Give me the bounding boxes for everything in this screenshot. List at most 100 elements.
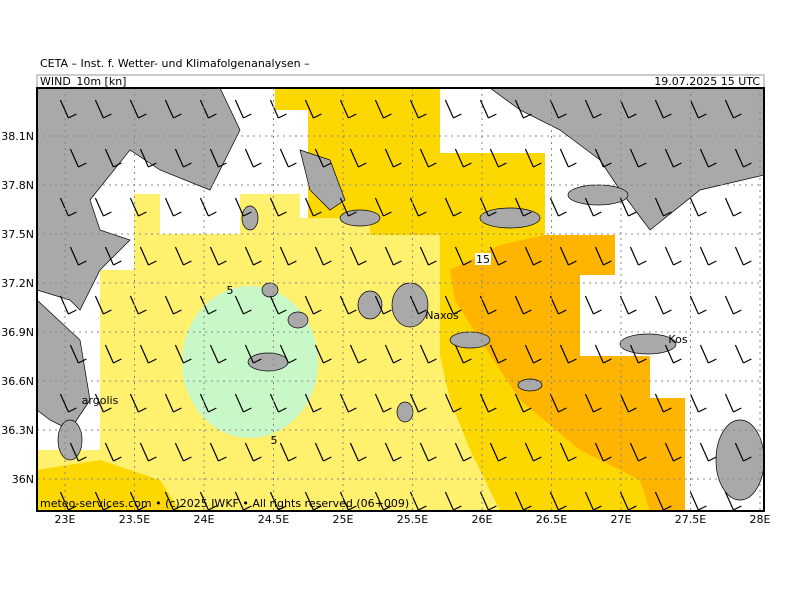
wind-barb bbox=[269, 197, 287, 217]
wind-barb bbox=[279, 442, 297, 462]
wind-barb bbox=[59, 197, 77, 217]
wind-barb bbox=[279, 246, 297, 266]
wind-barb bbox=[489, 344, 507, 364]
wind-barb bbox=[374, 197, 392, 217]
wind-barb bbox=[314, 246, 332, 266]
wind-barb bbox=[244, 344, 262, 364]
wind-barb bbox=[269, 99, 287, 119]
wind-barb bbox=[244, 148, 262, 168]
wind-barb bbox=[304, 295, 322, 315]
wind-barb bbox=[314, 148, 332, 168]
wind-barb bbox=[514, 197, 532, 217]
wind-barb bbox=[339, 99, 357, 119]
wind-barb bbox=[689, 491, 707, 511]
wind-barb bbox=[209, 246, 227, 266]
wind-barb bbox=[734, 246, 752, 266]
wind-barb bbox=[164, 491, 182, 511]
wind-barb bbox=[104, 246, 122, 266]
wind-barb bbox=[349, 246, 367, 266]
lat-tick-label: 36.6N bbox=[1, 375, 34, 388]
wind-barb bbox=[479, 99, 497, 119]
wind-barb bbox=[419, 344, 437, 364]
wind-barb bbox=[349, 442, 367, 462]
wind-barb bbox=[139, 344, 157, 364]
lon-tick-label: 27.5E bbox=[675, 513, 706, 526]
wind-barb bbox=[454, 148, 472, 168]
wind-barb bbox=[654, 393, 672, 413]
wind-barb bbox=[699, 246, 717, 266]
wind-barb bbox=[734, 442, 752, 462]
wind-barb bbox=[664, 344, 682, 364]
wind-barb bbox=[384, 344, 402, 364]
lon-tick-label: 26.5E bbox=[536, 513, 567, 526]
wind-barb bbox=[69, 442, 87, 462]
wind-barb bbox=[584, 491, 602, 511]
lon-tick-label: 23E bbox=[55, 513, 76, 526]
lat-tick-label: 37.2N bbox=[1, 277, 34, 290]
wind-barb bbox=[269, 295, 287, 315]
wind-barb bbox=[444, 393, 462, 413]
wind-barb bbox=[374, 99, 392, 119]
wind-barb bbox=[584, 197, 602, 217]
wind-barb bbox=[139, 442, 157, 462]
wind-barb bbox=[94, 295, 112, 315]
lon-tick-label: 25E bbox=[333, 513, 354, 526]
wind-barb bbox=[374, 491, 392, 511]
contour-label-box bbox=[475, 253, 491, 265]
wind-barb bbox=[279, 148, 297, 168]
wind-barb bbox=[489, 148, 507, 168]
wind-barb bbox=[304, 393, 322, 413]
wind-barb bbox=[409, 99, 427, 119]
wind-barb bbox=[269, 393, 287, 413]
wind-barb bbox=[199, 491, 217, 511]
wind-barb bbox=[664, 148, 682, 168]
wind-barb bbox=[619, 197, 637, 217]
wind-barb bbox=[489, 246, 507, 266]
wind-barb bbox=[164, 295, 182, 315]
wind-barb bbox=[209, 442, 227, 462]
wind-barb bbox=[244, 442, 262, 462]
wind-barb bbox=[59, 99, 77, 119]
wind-barb bbox=[664, 442, 682, 462]
wind-barb bbox=[69, 148, 87, 168]
wind-barb bbox=[454, 442, 472, 462]
wind-barb bbox=[59, 393, 77, 413]
wind-barb bbox=[689, 393, 707, 413]
wind-barb bbox=[689, 197, 707, 217]
lat-tick-label: 37.8N bbox=[1, 179, 34, 192]
wind-barb bbox=[279, 344, 297, 364]
wind-barb bbox=[734, 344, 752, 364]
lat-tick-label: 36.9N bbox=[1, 326, 34, 339]
wind-barb bbox=[164, 393, 182, 413]
map-frame bbox=[36, 87, 765, 512]
wind-barb bbox=[339, 197, 357, 217]
wind-barb bbox=[654, 295, 672, 315]
wind-barb bbox=[409, 295, 427, 315]
wind-barb bbox=[129, 393, 147, 413]
wind-barb bbox=[619, 99, 637, 119]
wind-barb bbox=[374, 295, 392, 315]
wind-barb bbox=[444, 99, 462, 119]
wind-barb bbox=[209, 148, 227, 168]
wind-barb bbox=[549, 197, 567, 217]
wind-barb bbox=[654, 197, 672, 217]
wind-barb bbox=[559, 246, 577, 266]
wind-barb bbox=[514, 295, 532, 315]
wind-barb bbox=[69, 344, 87, 364]
wind-barb bbox=[594, 442, 612, 462]
wind-barb bbox=[419, 148, 437, 168]
wind-barb bbox=[559, 148, 577, 168]
wind-barb bbox=[94, 99, 112, 119]
wind-barb bbox=[524, 148, 542, 168]
land bbox=[37, 88, 764, 501]
contour-label: 5 bbox=[227, 284, 234, 297]
wind-barb bbox=[339, 295, 357, 315]
wind-barb bbox=[139, 148, 157, 168]
wind-barb bbox=[699, 344, 717, 364]
wind-barb bbox=[199, 99, 217, 119]
wind-barb bbox=[619, 491, 637, 511]
wind-barb bbox=[734, 148, 752, 168]
lon-tick-label: 24.5E bbox=[258, 513, 289, 526]
wind-barb bbox=[489, 442, 507, 462]
wind-barb bbox=[479, 393, 497, 413]
